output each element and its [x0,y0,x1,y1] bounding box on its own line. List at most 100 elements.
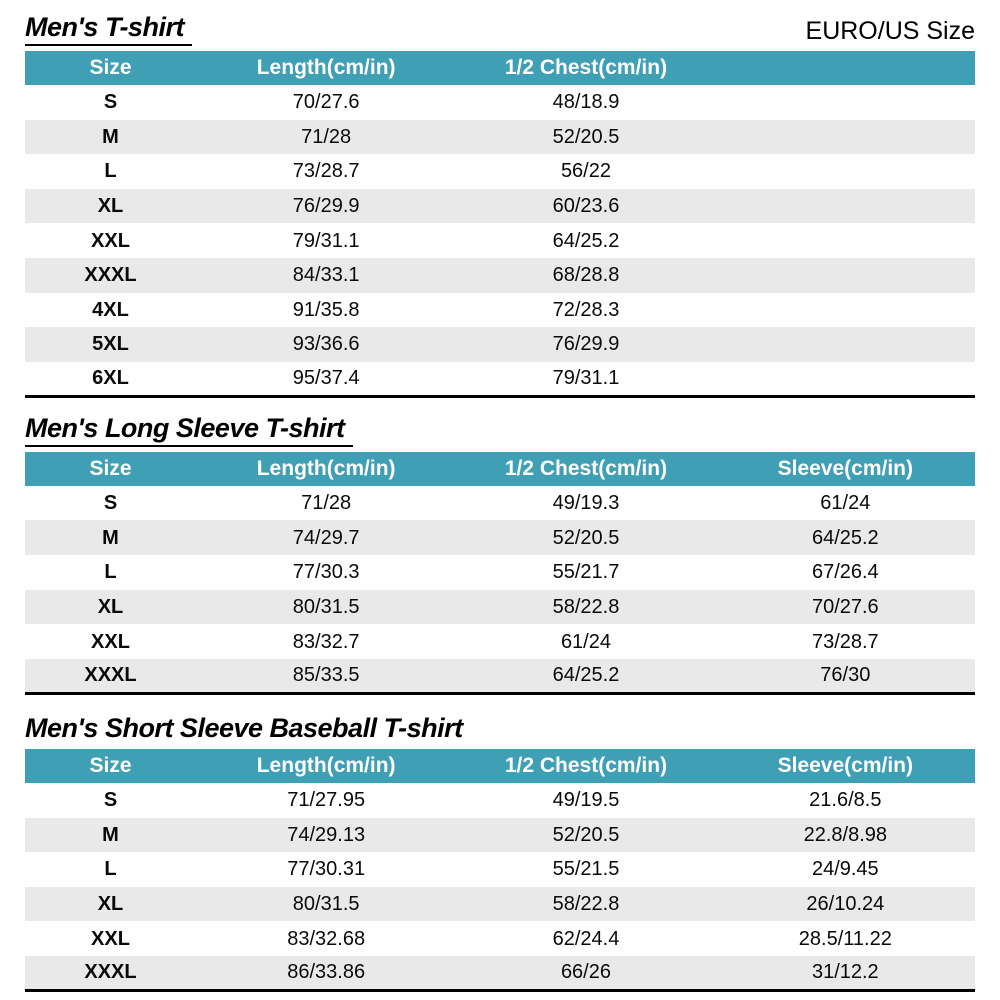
table-body: S 71/28 49/19.3 61/24 M 74/29.7 52/20.5 64/25.2… [25,486,975,694]
size-cell: 5XL [92,333,129,356]
value-cell: 60/23.6 [552,195,620,218]
value-cell: 83/32.7 [292,630,360,653]
table-row: S 71/28 49/19.3 61/24 [25,486,975,521]
table-row: XXL 79/31.1 64/25.2 [25,223,975,258]
value-cell: 22.8/8.98 [803,823,888,846]
size-cell: XXXL [84,264,137,287]
size-table-section-1: Men's T-shirt EURO/US Size Size Length(cm/i… [25,10,975,398]
value-cell: 55/21.5 [552,858,620,881]
column-header: Size [25,748,196,783]
size-cell: L [104,561,117,584]
title-row: Men's T-shirt EURO/US Size [25,10,975,46]
value-cell: 64/25.2 [811,526,879,549]
size-cell: S [103,91,118,114]
column-header: Length(cm/in) [196,51,457,85]
value-cell: 80/31.5 [292,595,360,618]
size-cell: XL [97,595,124,618]
empty-cell [716,258,975,293]
size-cell: XL [97,892,124,915]
size-table: Size Length(cm/in) 1/2 Chest(cm/in) S 70/27.… [25,51,975,398]
table-row: 5XL 93/36.6 76/29.9 [25,327,975,362]
table-row: XXXL 86/33.86 66/26 31/12.2 [25,955,975,991]
size-cell: XXL [91,630,130,653]
value-cell: 79/31.1 [292,229,360,252]
value-cell: 76/29.9 [292,195,360,218]
column-header: 1/2 Chest(cm/in) [456,451,716,486]
value-cell: 91/35.8 [292,298,360,321]
value-cell: 71/28 [301,125,352,148]
table-row: XXL 83/32.7 61/24 73/28.7 [25,624,975,659]
value-cell: 93/36.6 [292,333,360,356]
value-cell: 21.6/8.5 [809,789,882,812]
value-cell: 80/31.5 [292,892,360,915]
value-cell: 58/22.8 [552,892,620,915]
value-cell: 95/37.4 [292,367,360,390]
value-cell: 71/28 [301,492,352,515]
value-cell: 48/18.9 [552,91,620,114]
value-cell: 73/28.7 [811,630,879,653]
value-cell: 71/27.95 [287,789,366,812]
table-row: XL 80/31.5 58/22.8 26/10.24 [25,886,975,922]
empty-cell [716,223,975,258]
size-cell: XL [97,195,124,218]
value-cell: 64/25.2 [552,229,620,252]
table-row: L 77/30.3 55/21.7 67/26.4 [25,555,975,590]
value-cell: 55/21.7 [552,561,620,584]
size-cell: M [102,526,119,549]
size-table: Size Length(cm/in) 1/2 Chest(cm/in) Sleeve(… [25,451,975,695]
value-cell: 58/22.8 [552,595,620,618]
value-cell: 74/29.7 [292,526,360,549]
value-cell: 26/10.24 [806,892,885,915]
value-cell: 52/20.5 [552,823,620,846]
column-header: Size [25,51,196,85]
size-cell: XXXL [84,961,137,984]
empty-cell [716,85,975,120]
size-cell: XXL [91,229,130,252]
empty-cell [716,154,975,189]
table-row: S 70/27.6 48/18.9 [25,85,975,120]
table-row: XL 80/31.5 58/22.8 70/27.6 [25,589,975,625]
size-cell: M [102,823,119,846]
table-row: M 74/29.13 52/20.5 22.8/8.98 [25,817,975,853]
value-cell: 77/30.31 [287,858,366,881]
empty-cell [716,120,975,155]
size-cell: S [103,492,118,515]
value-cell: 28.5/11.22 [798,927,892,950]
size-cell: XXL [91,927,130,950]
value-cell: 67/26.4 [811,561,879,584]
column-header: Length(cm/in) [196,451,457,486]
table-row: 4XL 91/35.8 72/28.3 [25,293,975,328]
table-title-text: Men's T-shirt [25,12,192,46]
table-row: XXXL 84/33.1 68/28.8 [25,257,975,293]
empty-cell [716,362,975,397]
value-cell: 24/9.45 [811,858,879,881]
table-row: L 73/28.7 56/22 [25,154,975,189]
size-cell: L [104,160,117,183]
value-cell: 85/33.5 [292,664,360,687]
column-header: 1/2 Chest(cm/in) [456,51,716,85]
table-row: S 71/27.95 49/19.5 21.6/8.5 [25,783,975,818]
value-cell: 61/24 [560,630,611,653]
empty-header-cell [715,51,975,85]
table-row: 6XL 95/37.4 79/31.1 [25,362,975,397]
table-head: Size Length(cm/in) 1/2 Chest(cm/in) [25,51,975,85]
size-standard-label: EURO/US Size [805,17,975,46]
value-cell: 62/24.4 [552,927,620,950]
table-row: XXXL 85/33.5 64/25.2 76/30 [25,658,975,694]
size-table-section-3: Men's Short Sleeve Baseball T-shirt Size L… [25,708,975,992]
value-cell: 70/27.6 [292,91,360,114]
column-header: Length(cm/in) [196,748,457,783]
value-cell: 31/12.2 [811,961,879,984]
value-cell: 68/28.8 [552,264,620,287]
value-cell: 64/25.2 [552,664,620,687]
header-row: Size Length(cm/in) 1/2 Chest(cm/in) Sleeve(… [25,451,975,486]
table-head: Size Length(cm/in) 1/2 Chest(cm/in) Sleeve(… [25,451,975,486]
value-cell: 70/27.6 [811,595,879,618]
value-cell: 61/24 [820,492,871,515]
size-table: Size Length(cm/in) 1/2 Chest(cm/in) Sleeve(… [25,748,975,992]
value-cell: 73/28.7 [292,160,360,183]
value-cell: 52/20.5 [552,526,620,549]
size-cell: 4XL [92,298,129,321]
value-cell: 52/20.5 [552,125,620,148]
